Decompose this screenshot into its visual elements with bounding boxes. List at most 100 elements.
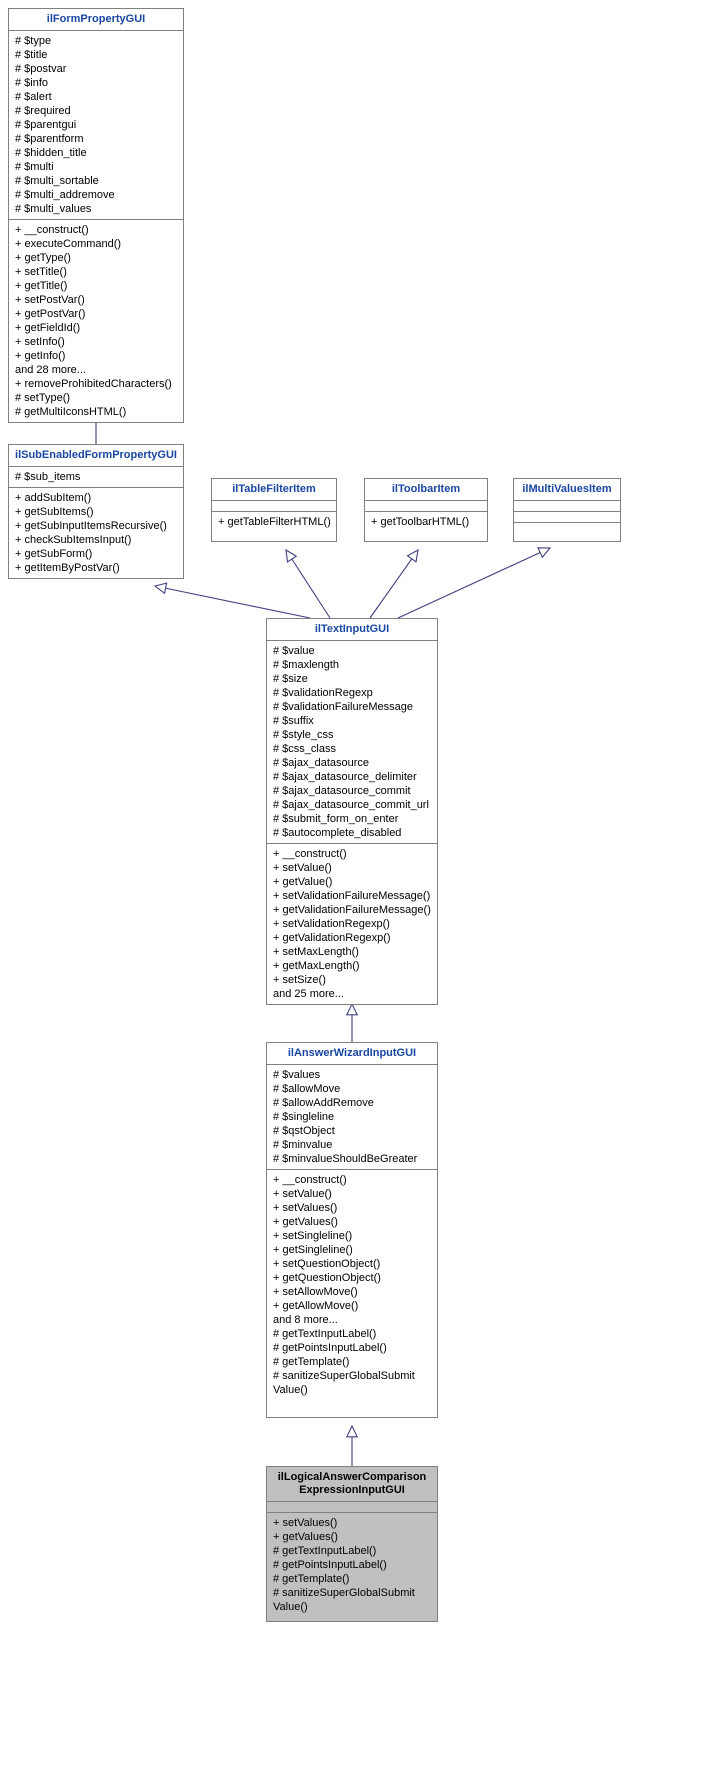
class-title[interactable]: ilAnswerWizardInputGUI: [267, 1043, 437, 1065]
class-member: + checkSubItemsInput(): [15, 533, 177, 547]
class-member: # $values: [273, 1068, 431, 1082]
class-member: # sanitizeSuperGlobalSubmit: [273, 1586, 431, 1600]
uml-class-ilSubEnabledFormPropertyGUI[interactable]: ilSubEnabledFormPropertyGUI # $sub_items +…: [8, 444, 184, 579]
class-member: + getSubForm(): [15, 547, 177, 561]
class-member: # $alert: [15, 90, 177, 104]
uml-class-ilMultiValuesItem[interactable]: ilMultiValuesItem: [513, 478, 621, 542]
class-member: + getInfo(): [15, 349, 177, 363]
class-section: + addSubItem()+ getSubItems()+ getSubInp…: [9, 488, 183, 578]
class-member: # $allowAddRemove: [273, 1096, 431, 1110]
class-member: # $parentform: [15, 132, 177, 146]
class-member: + getItemByPostVar(): [15, 561, 177, 575]
class-member: + setMaxLength(): [273, 945, 431, 959]
class-section: + __construct()+ setValue()+ getValue()+…: [267, 844, 437, 1004]
class-member: + getValidationRegexp(): [273, 931, 431, 945]
class-section: [267, 1502, 437, 1513]
class-member: # $info: [15, 76, 177, 90]
class-member: # $hidden_title: [15, 146, 177, 160]
class-member: + getTableFilterHTML(): [218, 515, 330, 529]
class-member: Value(): [273, 1600, 431, 1614]
uml-class-ilTextInputGUI[interactable]: ilTextInputGUI# $value# $maxlength# $siz…: [266, 618, 438, 1005]
class-section: + setValues()+ getValues()# getTextInput…: [267, 1513, 437, 1617]
class-member: + getValues(): [273, 1530, 431, 1544]
class-member: # getTextInputLabel(): [273, 1327, 431, 1341]
class-member: # $ajax_datasource_commit: [273, 784, 431, 798]
class-member: + __construct(): [15, 223, 177, 237]
class-member: # $required: [15, 104, 177, 118]
class-member: # getTemplate(): [273, 1572, 431, 1586]
class-section: # $sub_items: [9, 467, 183, 488]
uml-class-ilLogicalAnswerComparisonExpressionInputGUI[interactable]: ilLogicalAnswerComparison ExpressionInpu…: [266, 1466, 438, 1622]
class-member: # $postvar: [15, 62, 177, 76]
class-title[interactable]: ilTableFilterItem: [212, 479, 336, 501]
class-member: + getPostVar(): [15, 307, 177, 321]
class-title[interactable]: ilTextInputGUI: [267, 619, 437, 641]
class-member: # getMultiIconsHTML(): [15, 405, 177, 419]
class-member: # $minvalueShouldBeGreater: [273, 1152, 431, 1166]
class-member: # $ajax_datasource: [273, 756, 431, 770]
class-section: # $value# $maxlength# $size# $validation…: [267, 641, 437, 844]
class-member: + getValidationFailureMessage(): [273, 903, 431, 917]
class-member: # $singleline: [273, 1110, 431, 1124]
class-member: # $submit_form_on_enter: [273, 812, 431, 826]
class-member: + getAllowMove(): [273, 1299, 431, 1313]
uml-class-ilAnswerWizardInputGUI[interactable]: ilAnswerWizardInputGUI # $values# $allowM…: [266, 1042, 438, 1418]
uml-class-ilFormPropertyGUI[interactable]: ilFormPropertyGUI# $type# $title# $postv…: [8, 8, 184, 423]
class-member: # $validationRegexp: [273, 686, 431, 700]
class-member: # $qstObject: [273, 1124, 431, 1138]
class-member: + getTitle(): [15, 279, 177, 293]
class-member: and 8 more...: [273, 1313, 431, 1327]
class-title[interactable]: ilToolbarItem: [365, 479, 487, 501]
class-member: + getValue(): [273, 875, 431, 889]
class-member: + setInfo(): [15, 335, 177, 349]
class-member: + setAllowMove(): [273, 1285, 431, 1299]
class-member: + getMaxLength(): [273, 959, 431, 973]
class-member: + getToolbarHTML(): [371, 515, 481, 529]
class-member: + getSingleline(): [273, 1243, 431, 1257]
class-member: # $validationFailureMessage: [273, 700, 431, 714]
class-member: + setPostVar(): [15, 293, 177, 307]
class-member: # $ajax_datasource_commit_url: [273, 798, 431, 812]
class-section: [514, 512, 620, 523]
class-member: # $sub_items: [15, 470, 177, 484]
class-section: # $type# $title# $postvar# $info# $alert…: [9, 31, 183, 220]
class-member: # $parentgui: [15, 118, 177, 132]
class-section: [212, 501, 336, 512]
class-title[interactable]: ilFormPropertyGUI: [9, 9, 183, 31]
class-member: # $multi_values: [15, 202, 177, 216]
class-title[interactable]: ilSubEnabledFormPropertyGUI: [9, 445, 183, 467]
class-title[interactable]: ilMultiValuesItem: [514, 479, 620, 501]
class-member: + setValidationRegexp(): [273, 917, 431, 931]
class-member: # $autocomplete_disabled: [273, 826, 431, 840]
class-member: + __construct(): [273, 847, 431, 861]
class-member: # sanitizeSuperGlobalSubmit: [273, 1369, 431, 1383]
class-member: + getType(): [15, 251, 177, 265]
class-member: # $css_class: [273, 742, 431, 756]
class-member: # $style_css: [273, 728, 431, 742]
class-member: # getTemplate(): [273, 1355, 431, 1369]
class-member: # $multi_addremove: [15, 188, 177, 202]
class-member: + setSize(): [273, 973, 431, 987]
class-section: + getTableFilterHTML(): [212, 512, 336, 532]
uml-class-ilToolbarItem[interactable]: ilToolbarItem + getToolbarHTML(): [364, 478, 488, 542]
class-member: # $ajax_datasource_delimiter: [273, 770, 431, 784]
class-member: # $value: [273, 644, 431, 658]
class-member: # $minvalue: [273, 1138, 431, 1152]
class-section: + getToolbarHTML(): [365, 512, 487, 532]
class-member: + setSingleline(): [273, 1229, 431, 1243]
class-member: # getTextInputLabel(): [273, 1544, 431, 1558]
class-member: + setValue(): [273, 861, 431, 875]
class-section: + __construct()+ executeCommand()+ getTy…: [9, 220, 183, 422]
class-member: + getSubItems(): [15, 505, 177, 519]
uml-class-ilTableFilterItem[interactable]: ilTableFilterItem + getTableFilterHTML(): [211, 478, 337, 542]
class-member: + setValidationFailureMessage(): [273, 889, 431, 903]
class-member: # $suffix: [273, 714, 431, 728]
class-section: [365, 501, 487, 512]
class-member: + getSubInputItemsRecursive(): [15, 519, 177, 533]
class-member: + executeCommand(): [15, 237, 177, 251]
class-member: # $allowMove: [273, 1082, 431, 1096]
class-member: + setValues(): [273, 1516, 431, 1530]
class-member: + setTitle(): [15, 265, 177, 279]
class-member: + addSubItem(): [15, 491, 177, 505]
class-member: # $size: [273, 672, 431, 686]
